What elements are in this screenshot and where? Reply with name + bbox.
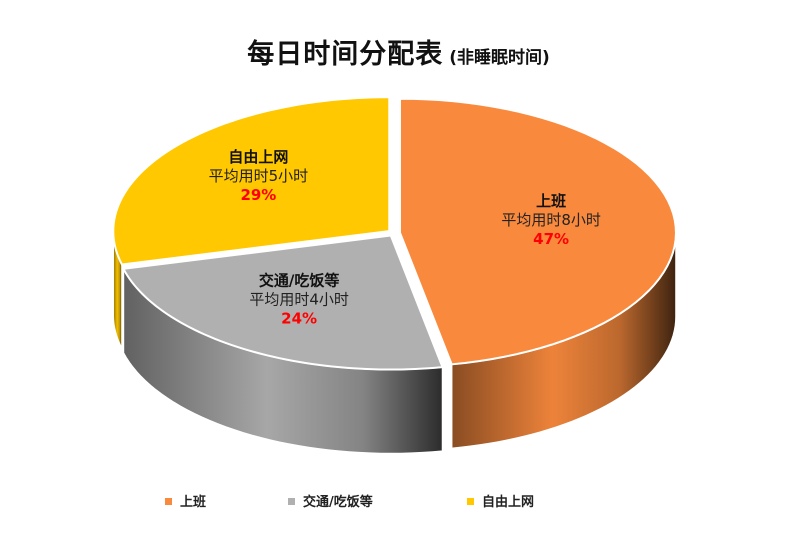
slice-label-detail-ziyou: 平均用时5小时 — [209, 167, 309, 185]
chart-legend: 上班 交通/吃饭等 自由上网 — [0, 491, 797, 511]
legend-item-shangban: 上班 — [165, 491, 206, 510]
slice-label-percent-jiaotong: 24% — [281, 310, 317, 328]
legend-label-shangban: 上班 — [180, 495, 207, 510]
slice-label-percent-shangban: 47% — [533, 230, 569, 248]
legend-swatch-shangban — [165, 498, 172, 505]
chart-subtitle: (非睡眠时间) — [449, 48, 550, 68]
pie-slice-ziyou — [112, 96, 391, 266]
pie-slice-jiaotong — [121, 234, 444, 371]
legend-swatch-ziyou — [467, 498, 474, 505]
chart-title-block: 每日时间分配表 (非睡眠时间) — [0, 32, 797, 71]
legend-label-jiaotong: 交通/吃饭等 — [303, 495, 373, 510]
slice-label-name-jiaotong: 交通/吃饭等 — [259, 272, 339, 290]
chart-title: 每日时间分配表 — [247, 39, 444, 70]
pie-slice-shangban — [398, 97, 677, 366]
slice-label-detail-shangban: 平均用时8小时 — [501, 211, 601, 229]
legend-item-ziyou: 自由上网 — [467, 491, 534, 510]
slice-label-detail-jiaotong: 平均用时4小时 — [249, 291, 349, 309]
legend-item-jiaotong: 交通/吃饭等 — [288, 491, 373, 510]
slice-label-percent-ziyou: 29% — [240, 186, 276, 204]
slice-label-name-ziyou: 自由上网 — [228, 148, 288, 166]
legend-swatch-jiaotong — [288, 498, 295, 505]
slice-label-name-shangban: 上班 — [536, 192, 566, 210]
legend-label-ziyou: 自由上网 — [482, 495, 535, 510]
